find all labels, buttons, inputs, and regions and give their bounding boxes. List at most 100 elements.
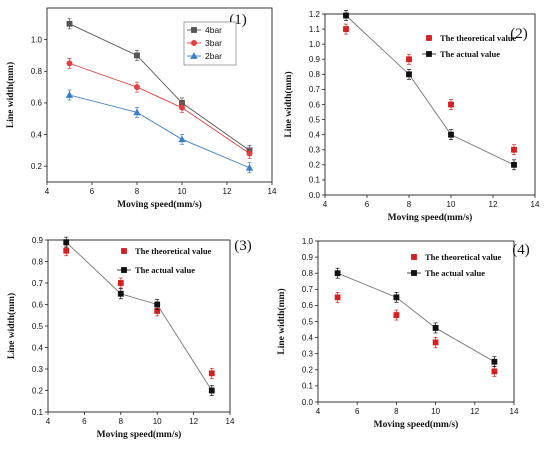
legend-label: The actual value xyxy=(440,49,500,59)
y-tick-label: 0.7 xyxy=(302,285,314,294)
data-point xyxy=(491,368,498,375)
series-1 xyxy=(343,23,517,156)
y-tick-label: 0.8 xyxy=(302,269,314,278)
x-tick-label: 8 xyxy=(394,407,399,416)
x-tick-label: 6 xyxy=(365,200,370,209)
x-tick-label: 12 xyxy=(470,407,479,416)
y-tick-label: 0.2 xyxy=(309,161,321,170)
y-tick-label: 0.0 xyxy=(302,398,314,407)
x-tick-label: 8 xyxy=(407,200,412,209)
y-tick-label: 0.5 xyxy=(302,317,314,326)
y-tick-label: 0.4 xyxy=(32,343,44,352)
legend-marker xyxy=(426,51,432,57)
data-point xyxy=(393,294,400,301)
y-tick-label: 1.2 xyxy=(309,10,321,19)
x-tick-label: 12 xyxy=(489,200,498,209)
chart-panel-4: 4 6 8 10 12 14 0.0 0.1 0.2 0.3 0.4 0.5 0.6 0.7 0.8 0.9 1… xyxy=(276,237,530,430)
x-tick-label: 8 xyxy=(119,417,124,426)
plot-frame xyxy=(46,7,273,183)
series-line xyxy=(69,94,250,169)
data-point xyxy=(63,239,70,246)
y-tick-label: 0.2 xyxy=(302,366,314,375)
legend-item: 3bar xyxy=(187,38,222,48)
data-point xyxy=(406,71,412,78)
series-line xyxy=(345,15,515,166)
panel-label: (3) xyxy=(234,238,252,254)
data-point xyxy=(343,26,349,32)
data-point xyxy=(491,358,498,365)
y-tick-label: 0.3 xyxy=(302,350,314,359)
legend-marker xyxy=(191,27,197,33)
legend-label: The theoretical value xyxy=(440,33,517,43)
legend-label: The actual value xyxy=(425,268,485,278)
y-tick-label: 0.4 xyxy=(302,333,314,342)
y-tick-label: 0.0 xyxy=(309,191,321,200)
y-tick-label: 0.2 xyxy=(31,162,43,171)
y-tick-label: 0.3 xyxy=(309,146,321,155)
x-tick-label: 4 xyxy=(316,407,321,416)
y-tick-label: 0.6 xyxy=(31,99,43,108)
x-axis-title: Moving speed(mm/s) xyxy=(388,212,473,223)
legend: 4bar 3bar 2bar xyxy=(183,21,237,66)
data-point xyxy=(63,247,70,254)
data-point xyxy=(393,312,400,318)
y-tick-label: 0.9 xyxy=(309,55,321,64)
series-line xyxy=(69,62,250,154)
x-tick-label: 14 xyxy=(531,200,540,209)
legend-label: The theoretical value xyxy=(135,246,212,256)
x-tick-label: 12 xyxy=(189,417,198,426)
x-tick-label: 8 xyxy=(135,187,140,196)
data-point xyxy=(178,104,185,111)
series-2 xyxy=(343,10,517,171)
data-point xyxy=(432,325,439,331)
legend-label: 2bar xyxy=(205,51,222,61)
x-tick-label: 4 xyxy=(46,417,51,426)
data-point xyxy=(334,270,341,277)
chart-panel-2: 4 6 8 10 12 14 0.0 0.1 0.2 0.3 0.4 0.5 0.6 0.7 0.8 0.9 1… xyxy=(283,10,540,223)
series-2 xyxy=(66,58,253,159)
y-tick-label: 0.7 xyxy=(32,279,44,288)
data-point xyxy=(133,84,140,91)
y-tick-label: 0.2 xyxy=(32,386,44,395)
x-tick-label: 10 xyxy=(153,417,162,426)
legend-item: The actual value xyxy=(117,265,195,275)
legend-marker xyxy=(411,254,417,260)
legend-marker xyxy=(121,248,127,254)
data-point xyxy=(511,146,517,153)
data-point xyxy=(117,290,124,297)
data-point xyxy=(343,12,349,19)
x-tick-label: 10 xyxy=(178,187,187,196)
y-axis-title: Line width(mm) xyxy=(6,293,17,359)
y-tick-label: 0.6 xyxy=(309,100,321,109)
y-tick-label: 1.0 xyxy=(309,40,321,49)
data-point xyxy=(245,163,254,171)
x-tick-label: 4 xyxy=(323,200,328,209)
x-tick-label: 14 xyxy=(510,407,519,416)
legend-marker xyxy=(190,52,198,59)
data-point xyxy=(66,60,73,67)
y-tick-label: 0.1 xyxy=(302,382,314,391)
y-axis-title: Line width(mm) xyxy=(276,288,287,354)
x-tick-label: 10 xyxy=(447,200,456,209)
legend-label: 3bar xyxy=(205,38,222,48)
legend-label: The actual value xyxy=(135,265,195,275)
data-point xyxy=(432,339,439,346)
x-tick-label: 6 xyxy=(355,407,360,416)
y-tick-label: 0.8 xyxy=(32,257,44,266)
data-point xyxy=(334,294,341,301)
legend-marker xyxy=(426,35,432,41)
x-axis-title: Moving speed(mm/s) xyxy=(117,199,202,210)
legend-item: The theoretical value xyxy=(426,33,517,43)
legend: The theoretical value The actual value xyxy=(117,246,212,275)
y-tick-label: 0.4 xyxy=(309,130,321,139)
data-point xyxy=(208,387,215,394)
data-point xyxy=(133,108,141,116)
y-tick-label: 0.6 xyxy=(302,301,314,310)
y-tick-label: 1.0 xyxy=(302,237,314,246)
series-line xyxy=(65,241,213,391)
legend-item: The actual value xyxy=(422,49,500,59)
x-tick-label: 6 xyxy=(82,417,87,426)
data-point xyxy=(448,131,454,138)
x-tick-label: 12 xyxy=(223,187,232,196)
